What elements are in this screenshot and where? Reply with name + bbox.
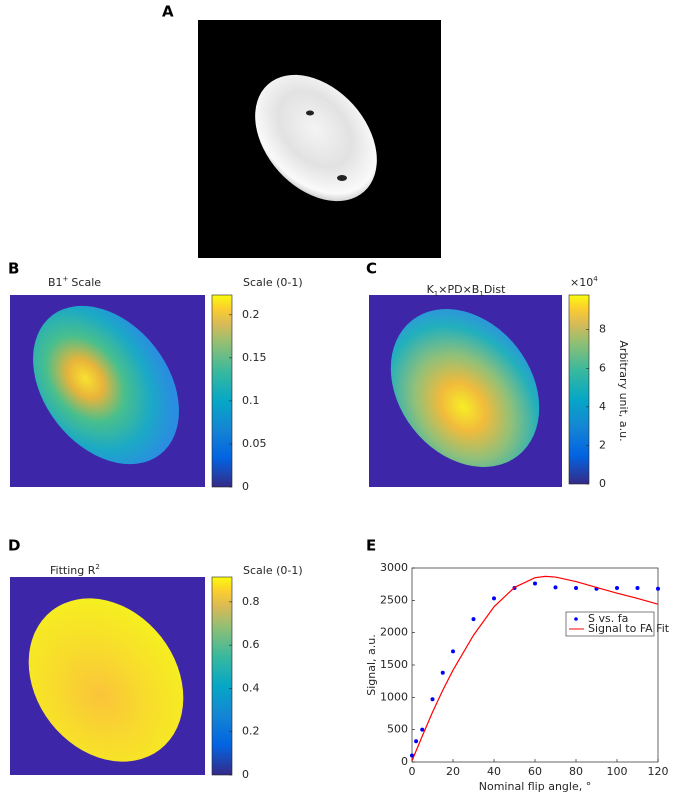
y-axis-label: Signal, a.u. — [365, 634, 378, 696]
colorbar-tick-label: 6 — [599, 361, 606, 374]
data-point — [574, 586, 578, 591]
text-part: ×PD×B — [438, 283, 479, 296]
legend-marker — [574, 617, 578, 621]
data-point — [410, 753, 414, 758]
panel-label: E — [366, 537, 376, 555]
x-tick-label: 40 — [487, 765, 501, 778]
colorbar-tick-label: 4 — [599, 400, 606, 413]
heatmap-d — [10, 577, 205, 775]
panel-label: A — [162, 3, 174, 21]
x-axis-label: Nominal flip angle, ° — [479, 780, 591, 793]
data-point — [492, 596, 496, 601]
data-point — [635, 586, 640, 591]
text-part: 2 — [95, 563, 99, 571]
colorbar-tick-label: 2 — [599, 438, 606, 451]
data-point — [553, 585, 558, 590]
colorbar-tick-label: 0.1 — [242, 394, 260, 407]
x-tick-label: 100 — [607, 765, 628, 778]
heatmap-b — [10, 295, 205, 487]
y-tick-label: 1000 — [380, 690, 408, 703]
text-part: 1 — [434, 290, 438, 298]
y-tick-label: 3000 — [380, 561, 408, 574]
colorbar-label: Scale (0-1) — [243, 564, 303, 577]
x-tick-label: 60 — [528, 765, 542, 778]
colorbar — [568, 294, 590, 485]
colorbar-tick-label: 0 — [599, 477, 606, 490]
colorbar-tick-label: 0.4 — [242, 681, 260, 694]
legend-label: S vs. fa — [588, 612, 628, 625]
map-title: Fitting R2 — [50, 563, 100, 577]
text-part: ×10 — [570, 276, 593, 289]
mri-image — [198, 20, 441, 258]
colorbar-multiplier: ×104 — [570, 275, 598, 289]
colorbar-tick-label: 0 — [242, 480, 249, 493]
data-point — [615, 586, 619, 591]
map-title: B1+ Scale — [48, 275, 101, 289]
plot-area — [411, 567, 659, 763]
y-tick-label: 1500 — [380, 658, 408, 671]
heatmap-c — [369, 295, 562, 487]
colorbar-label: Scale (0-1) — [243, 276, 303, 289]
text-part: Fitting R — [50, 564, 96, 577]
data-point — [414, 739, 419, 744]
x-tick-label: 20 — [446, 765, 460, 778]
y-tick-label: 2000 — [380, 626, 408, 639]
legend-label: Signal to FA Fit — [588, 622, 670, 635]
y-tick-label: 2500 — [380, 593, 408, 606]
colorbar-tick-label: 0.2 — [242, 308, 260, 321]
text-part: K — [427, 283, 435, 296]
colorbar-label: Arbitrary unit, a.u. — [617, 340, 630, 441]
data-point — [451, 649, 455, 654]
colorbar-tick-label: 0.8 — [242, 595, 260, 608]
panel-label: C — [366, 260, 377, 278]
y-tick-label: 500 — [387, 723, 408, 736]
colorbar-tick-label: 8 — [599, 323, 606, 336]
x-tick-label: 120 — [648, 765, 669, 778]
colorbar — [211, 576, 233, 776]
fit-line — [411, 575, 659, 761]
panel-label: D — [8, 537, 20, 555]
x-tick-label: 80 — [569, 765, 583, 778]
data-point — [533, 581, 537, 586]
y-tick-label: 0 — [401, 755, 408, 768]
text-part: Scale — [71, 276, 101, 289]
data-point — [656, 586, 660, 591]
text-part: 4 — [593, 275, 598, 283]
text-part: B1 — [48, 276, 63, 289]
legend-box — [565, 611, 655, 637]
colorbar-tick-label: 0.2 — [242, 725, 260, 738]
panel-label: B — [8, 260, 19, 278]
data-point — [420, 727, 425, 732]
colorbar-tick-label: 0.15 — [242, 351, 267, 364]
map-title: K1×PD×B1Dist — [427, 283, 507, 298]
colorbar-tick-label: 0.05 — [242, 437, 267, 450]
x-tick-label: 0 — [409, 765, 416, 778]
data-point — [430, 697, 435, 702]
text-part: Dist — [484, 283, 506, 296]
text-part: + — [63, 275, 69, 283]
colorbar-tick-label: 0.6 — [242, 638, 260, 651]
colorbar-tick-label: 0 — [242, 768, 249, 781]
data-point — [471, 617, 476, 622]
data-point — [440, 670, 445, 675]
colorbar — [211, 294, 233, 488]
text-part: 1 — [479, 290, 483, 298]
